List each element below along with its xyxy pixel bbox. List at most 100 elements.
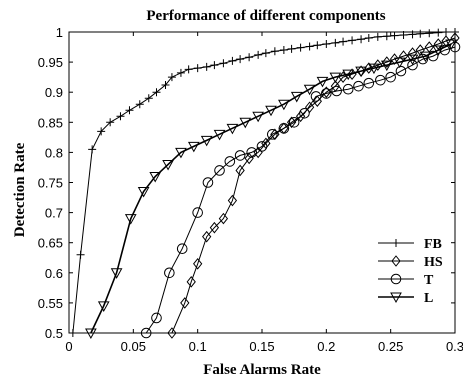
legend-item-t: T xyxy=(378,273,434,288)
series-hs-point xyxy=(364,62,374,74)
series-hs-point xyxy=(193,257,203,270)
series-fb-point xyxy=(76,250,85,259)
series-l-line xyxy=(90,43,452,334)
series-fb-point xyxy=(416,29,425,38)
series-fb-point xyxy=(106,118,115,127)
legend-label-l: L xyxy=(424,291,433,306)
series-fb-point xyxy=(382,32,391,41)
series-fb-point xyxy=(390,31,399,40)
series-fb-point xyxy=(167,73,176,82)
series-l-point xyxy=(213,129,226,141)
series-t-point xyxy=(256,141,268,152)
series-fb-point xyxy=(313,41,322,50)
series-l-point xyxy=(432,45,445,57)
series-hs-point xyxy=(180,297,190,309)
series-fb-point xyxy=(261,49,270,58)
series-t-point xyxy=(375,74,386,86)
series-fb-point xyxy=(236,55,245,64)
series-fb-point xyxy=(68,329,77,337)
series-fb-point xyxy=(441,28,450,36)
series-l-point xyxy=(278,99,290,111)
series-hs-point xyxy=(202,230,212,243)
series-t-point xyxy=(151,312,162,324)
series-l-point xyxy=(265,105,277,117)
x-tick-label: 0.05 xyxy=(121,339,146,354)
series-l-point xyxy=(239,117,252,129)
series-l-point xyxy=(187,141,200,153)
series-fb-point xyxy=(219,59,228,68)
y-tick-label: 0.65 xyxy=(38,236,63,251)
series-fb-point xyxy=(287,44,296,53)
series-t-point xyxy=(164,267,175,279)
legend-item-l: L xyxy=(378,291,433,306)
series-hs-point xyxy=(235,164,245,177)
series-fb-line xyxy=(72,31,455,334)
series-t-point xyxy=(234,150,246,161)
series-t-point xyxy=(176,243,188,255)
series-t-point xyxy=(214,165,225,176)
series-hs-point xyxy=(286,116,297,129)
series-fb-point xyxy=(135,100,144,109)
x-tick-label: 0.1 xyxy=(189,339,207,354)
series-hs-point xyxy=(218,212,229,225)
series-l-point xyxy=(149,171,162,183)
y-tick-label: 0.85 xyxy=(38,115,63,130)
series-t-point xyxy=(310,91,322,102)
x-tick-label: 0.3 xyxy=(446,339,463,354)
series-fb-point xyxy=(451,28,459,36)
y-tick-label: 0.95 xyxy=(38,55,63,70)
plot-area xyxy=(68,31,456,334)
series-l-point xyxy=(329,72,342,84)
series-fb-point xyxy=(296,43,305,52)
series-t-point xyxy=(288,117,300,128)
series-hs-point xyxy=(382,56,392,68)
legend-label-hs: HS xyxy=(424,255,443,270)
series-t-point xyxy=(385,71,396,83)
series-hs-point xyxy=(407,47,418,59)
x-axis-label: False Alarms Rate xyxy=(203,362,321,378)
series-fb-point xyxy=(152,88,161,97)
series-l-point xyxy=(137,187,150,198)
series-l-point xyxy=(110,268,123,279)
series-fb-point xyxy=(254,50,263,59)
y-tick-label: 0.9 xyxy=(45,85,63,100)
series-t-point xyxy=(321,88,332,99)
series-fb-point xyxy=(228,56,237,65)
series-l-point xyxy=(175,147,187,159)
series-fb-point xyxy=(279,46,288,55)
series-t-point xyxy=(417,53,429,65)
series-t-point xyxy=(395,65,407,77)
series-fb-point xyxy=(373,32,382,41)
series-fb-point xyxy=(97,127,106,136)
series-fb-point xyxy=(364,34,373,43)
series-fb-point xyxy=(202,62,211,71)
legend: FB HS TL xyxy=(378,237,443,306)
y-tick-label: 0.5 xyxy=(45,326,63,341)
series-l-point xyxy=(316,76,329,88)
series-fb-point xyxy=(270,47,279,56)
y-tick-label: 0.75 xyxy=(38,176,63,191)
series-fb-point xyxy=(245,53,254,62)
series-l-point xyxy=(355,66,367,78)
series-hs-point xyxy=(209,221,220,234)
series-l-point xyxy=(252,111,264,123)
plot-frame xyxy=(68,31,456,334)
series-l-point xyxy=(226,123,239,135)
series-fb xyxy=(68,28,459,337)
series-l-point xyxy=(97,301,110,312)
series-l-point xyxy=(124,214,137,225)
legend-marker-t xyxy=(390,273,402,285)
x-tick-label: 0 xyxy=(65,339,72,354)
series-fb-point xyxy=(176,68,185,77)
x-tick-label: 0.25 xyxy=(378,339,403,354)
series-fb-point xyxy=(408,30,417,39)
series-l-point xyxy=(393,57,406,69)
series-hs-point xyxy=(321,86,331,99)
legend-item-hs: HS xyxy=(378,255,443,270)
series-l-point xyxy=(380,60,393,72)
series-t xyxy=(140,41,461,339)
series-t-point xyxy=(331,85,342,97)
series-fb-point xyxy=(193,64,202,73)
series-t-point xyxy=(266,129,278,140)
